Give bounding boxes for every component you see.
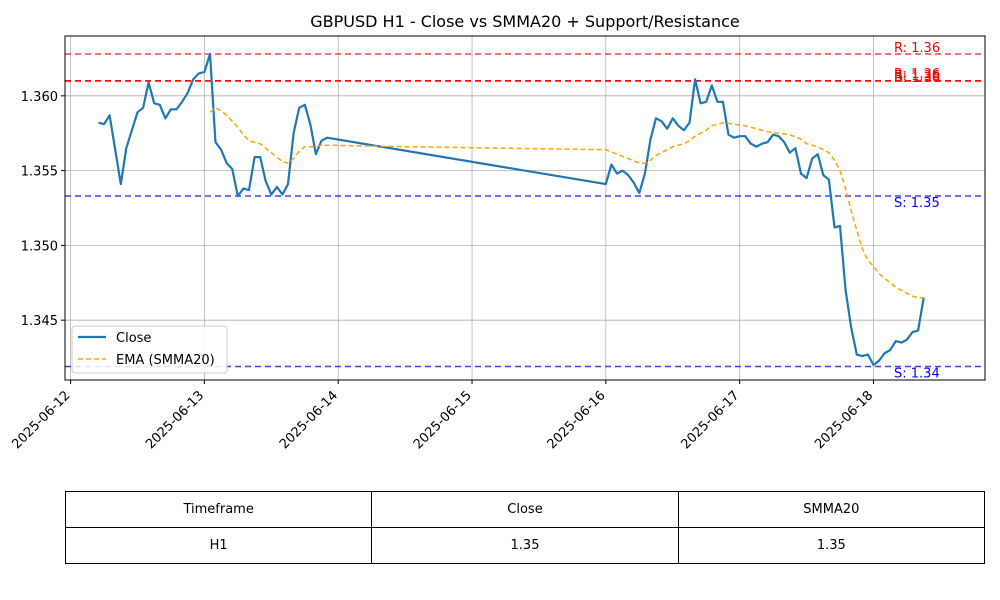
y-tick-label: 1.350 — [21, 239, 58, 254]
table-header-row: Timeframe Close SMMA20 — [64, 491, 986, 528]
resistance-label: R: 1.36 — [894, 69, 940, 84]
table-cell-smma20: 1.35 — [677, 527, 986, 564]
y-tick-label: 1.355 — [21, 165, 58, 180]
x-axis: 2025-06-12 2025-06-13 2025-06-14 2025-06-15… — [9, 380, 876, 452]
smma20-series-line — [209, 107, 924, 299]
resistance-label: R: 1.36 — [894, 67, 940, 82]
y-axis: 1.345 1.350 1.355 1.360 — [21, 90, 65, 329]
close-series-line — [98, 52, 925, 367]
support-label: S: 1.34 — [894, 367, 940, 382]
table-cell-timeframe: H1 — [64, 527, 373, 564]
legend: Close EMA (SMMA20) — [71, 325, 228, 374]
series-lines — [98, 52, 925, 367]
resistance-label: R: 1.36 — [894, 41, 940, 56]
x-tick-label: 2025-06-15 — [411, 388, 475, 452]
summary-table: Timeframe Close SMMA20 H1 1.35 1.35 — [64, 491, 986, 564]
table-header-smma20: SMMA20 — [677, 491, 986, 528]
x-tick-label: 2025-06-13 — [143, 388, 207, 452]
plot-frame — [64, 35, 986, 381]
table-cell-close: 1.35 — [371, 527, 679, 564]
x-tick-label: 2025-06-17 — [678, 388, 742, 452]
table-header-close: Close — [371, 491, 679, 528]
x-tick-label: 2025-06-16 — [545, 388, 609, 452]
level-lines — [65, 53, 985, 368]
legend-label-smma: EMA (SMMA20) — [116, 353, 215, 368]
support-label: S: 1.35 — [894, 196, 940, 211]
x-tick-label: 2025-06-14 — [277, 388, 341, 452]
x-tick-label: 2025-06-18 — [812, 388, 876, 452]
table-header-timeframe: Timeframe — [64, 491, 373, 528]
x-tick-label: 2025-06-12 — [9, 388, 73, 452]
legend-label-close: Close — [116, 331, 151, 346]
resistance-label: R: 1.36 — [894, 71, 940, 86]
y-tick-label: 1.360 — [21, 90, 58, 105]
table-row: H1 1.35 1.35 — [64, 527, 986, 564]
level-labels: R: 1.36R: 1.36R: 1.36R: 1.36S: 1.35S: 1.… — [894, 41, 940, 382]
y-tick-label: 1.345 — [21, 314, 58, 329]
chart-title: GBPUSD H1 - Close vs SMMA20 + Support/Re… — [310, 12, 740, 31]
legend-box — [71, 325, 228, 374]
